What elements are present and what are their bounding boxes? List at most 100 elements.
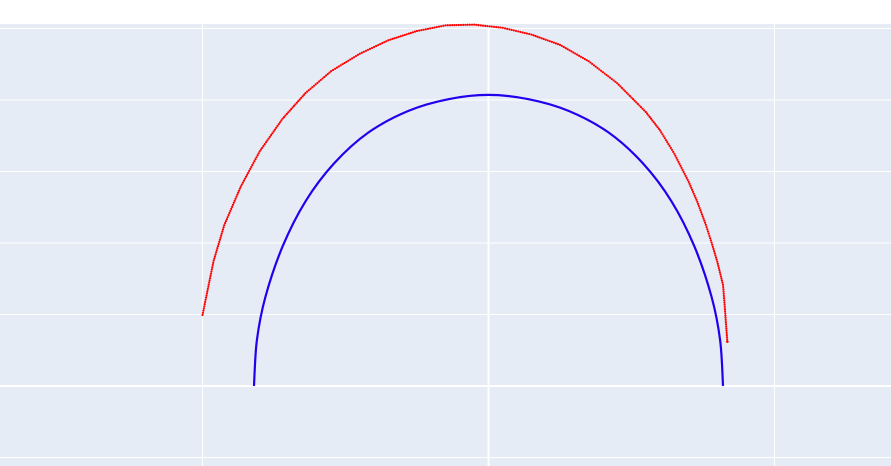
series-point (693, 194, 696, 197)
series-point (415, 29, 419, 33)
series-point (424, 28, 427, 31)
series-point (295, 101, 298, 104)
series-point (722, 292, 725, 295)
series-point (263, 142, 266, 146)
series-point (685, 176, 688, 179)
series-point (230, 205, 234, 208)
series-point (347, 59, 350, 62)
series-point (663, 137, 666, 140)
series-point (446, 24, 449, 27)
series-point (202, 309, 205, 312)
series-point (267, 137, 270, 140)
series-point (468, 23, 471, 26)
series-point (716, 260, 719, 263)
series-point (335, 66, 339, 69)
series-point (435, 25, 438, 29)
series-point (583, 57, 586, 61)
series-point (333, 67, 337, 70)
series-point (212, 261, 215, 264)
series-point (309, 87, 312, 90)
series-point (674, 154, 677, 157)
series-point (723, 307, 727, 311)
series-point (239, 185, 242, 188)
series-point (256, 154, 259, 157)
series-point (700, 213, 704, 216)
series-point (598, 68, 601, 71)
series-point (215, 249, 218, 252)
series-point (351, 57, 354, 60)
series-point (725, 325, 728, 328)
series-point (268, 135, 271, 138)
series-point (341, 63, 344, 66)
series-point (370, 46, 374, 50)
series-point (592, 64, 596, 67)
series-point (235, 195, 238, 198)
series-point (224, 220, 228, 223)
series-point (653, 122, 657, 125)
series-point (248, 169, 251, 172)
series-point (356, 53, 359, 56)
series-point (291, 106, 294, 109)
series-point (226, 215, 229, 219)
series-point (220, 232, 223, 235)
series-point (262, 144, 265, 148)
series-point (718, 269, 721, 272)
series-point (724, 318, 727, 322)
series-point (681, 168, 684, 171)
series-point (352, 56, 356, 59)
series-point (652, 120, 655, 124)
series-point (594, 65, 597, 68)
series-point (242, 179, 246, 182)
series-point (686, 178, 689, 181)
series-point (521, 31, 524, 34)
series-point (233, 199, 236, 202)
series-point (232, 201, 235, 204)
series-point (724, 323, 728, 326)
series-point (726, 340, 729, 343)
series-point (622, 88, 625, 91)
series-point (221, 228, 225, 231)
series-point (725, 334, 728, 337)
series-point (332, 68, 335, 72)
series-point (532, 34, 535, 37)
series-point (284, 114, 287, 117)
series-point (499, 26, 502, 29)
series-point (420, 29, 423, 32)
series-point (387, 39, 390, 42)
series-point (723, 310, 727, 313)
series-point (672, 150, 675, 153)
series-point (207, 283, 210, 286)
series-point (413, 30, 417, 33)
series-point (236, 193, 239, 196)
series-point (690, 186, 693, 189)
series-point (234, 197, 237, 200)
series-point (696, 202, 700, 205)
series-point (724, 314, 727, 317)
series-point (258, 150, 261, 153)
series-point (525, 32, 529, 35)
series-point (204, 296, 208, 299)
series-point (589, 61, 592, 64)
series-point (651, 119, 654, 122)
series-point (272, 130, 275, 133)
series-point (440, 25, 443, 28)
series-point (570, 50, 573, 53)
series-point (343, 61, 346, 65)
series-point (249, 167, 252, 171)
series-point (451, 24, 454, 27)
series-point (703, 221, 707, 224)
series-point (576, 53, 579, 56)
series-point (726, 338, 729, 341)
series-point (706, 230, 710, 233)
series-point (574, 52, 577, 55)
series-point (403, 33, 406, 37)
series-point (579, 55, 583, 58)
series-point (397, 35, 400, 39)
series-point (677, 160, 680, 163)
series-point (301, 95, 304, 98)
series-point (227, 213, 230, 217)
series-point (276, 124, 279, 128)
series-point (473, 23, 476, 26)
series-point (422, 28, 425, 31)
